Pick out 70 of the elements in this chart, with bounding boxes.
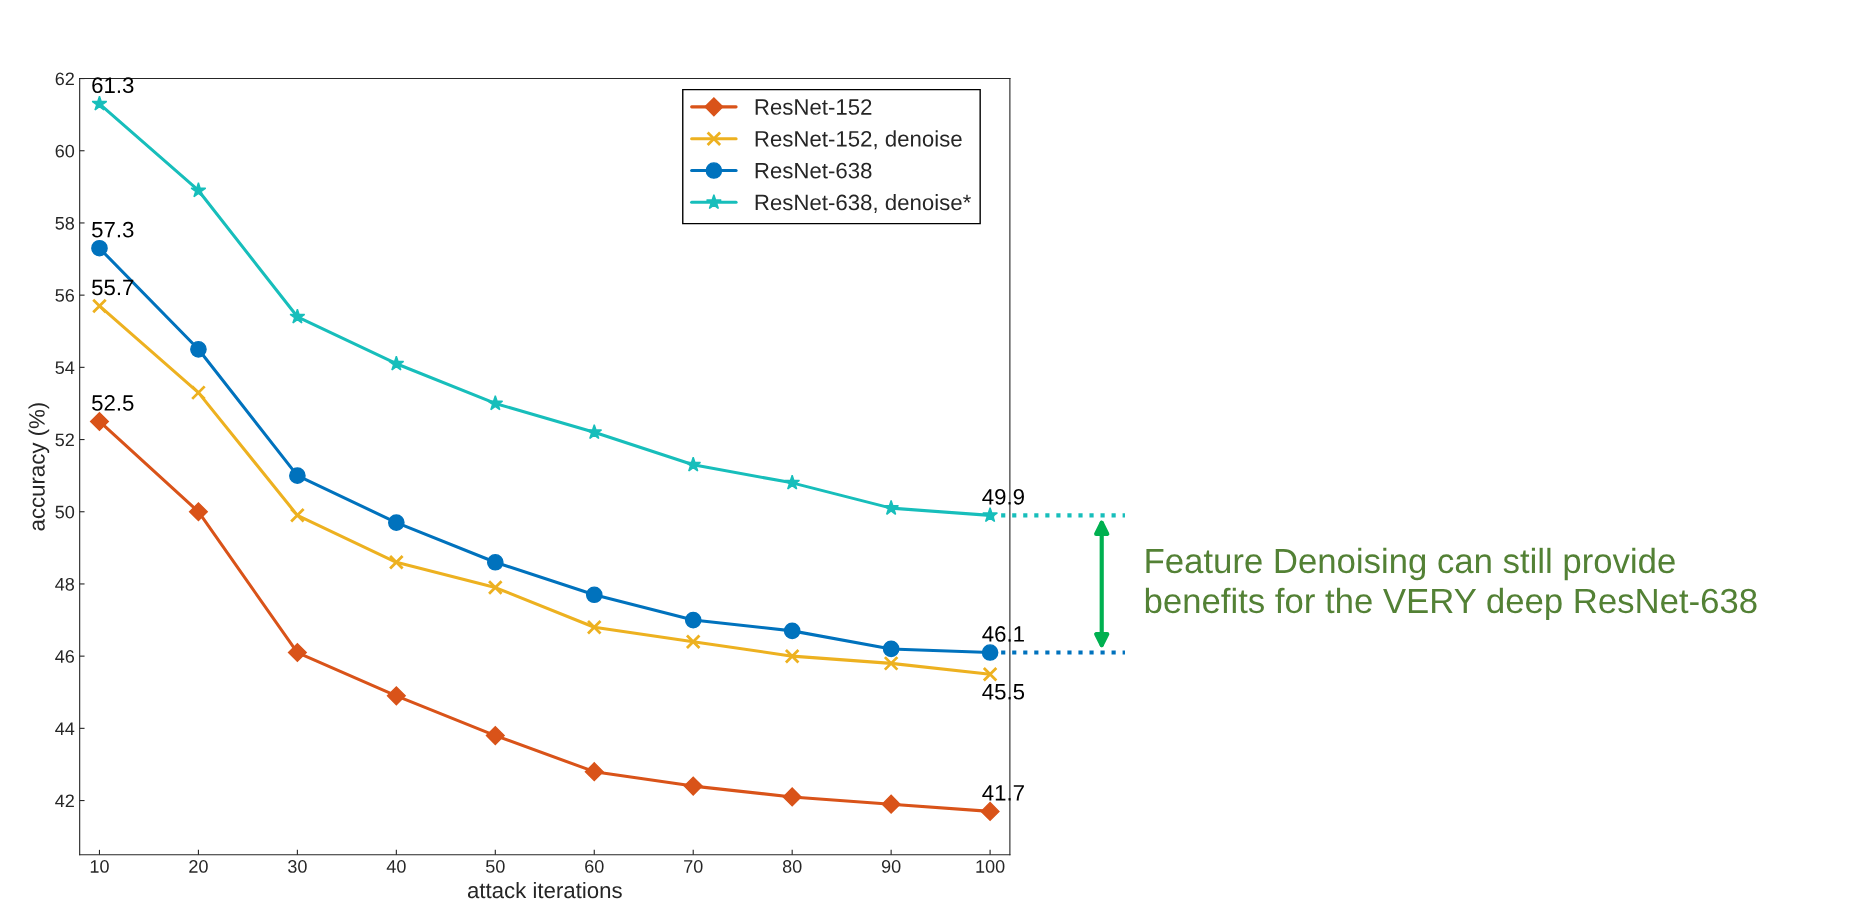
- y-tick-label: 52: [55, 433, 74, 447]
- legend-label: ResNet-638, denoise*: [755, 194, 971, 213]
- point: [289, 308, 306, 324]
- y-tick-label: 42: [55, 794, 74, 808]
- y-axis-title: accuracy (%): [28, 403, 50, 531]
- point: [289, 467, 306, 484]
- y-tick-label: 44: [55, 722, 75, 735]
- legend-label: ResNet-638: [755, 162, 872, 179]
- data-label: 55.7: [92, 279, 134, 296]
- point: [386, 686, 406, 706]
- legend-label: ResNet-152, denoise: [755, 130, 962, 150]
- x-tick-label: 50: [485, 860, 505, 873]
- x-axis-title: attack iterations: [467, 881, 622, 899]
- point: [486, 553, 504, 571]
- point: [685, 634, 701, 650]
- point: [685, 456, 702, 472]
- x-tick-label: 100: [976, 860, 1005, 873]
- data-label: 61.3: [92, 77, 134, 94]
- point: [586, 619, 602, 635]
- legend-label: ResNet-152: [755, 99, 872, 115]
- point: [91, 239, 108, 257]
- y-tick-label: 54: [55, 361, 75, 375]
- point: [487, 579, 503, 596]
- point: [91, 298, 108, 314]
- y-tick-label: 56: [55, 289, 75, 302]
- point: [388, 355, 405, 371]
- point: [882, 640, 900, 658]
- point: [289, 507, 306, 523]
- x-tick-label: 20: [189, 860, 208, 873]
- point: [190, 340, 207, 358]
- point: [784, 648, 800, 664]
- data-label: 57.3: [92, 221, 134, 238]
- point: [388, 514, 405, 531]
- point: [388, 554, 404, 570]
- x-tick-label: 30: [288, 860, 307, 873]
- point: [287, 643, 307, 663]
- y-tick-label: 62: [55, 72, 74, 86]
- point: [89, 411, 110, 432]
- x-tick-label: 80: [782, 860, 802, 873]
- point: [684, 611, 702, 629]
- point: [586, 423, 603, 440]
- point: [883, 499, 900, 516]
- x-tick-label: 90: [881, 860, 901, 873]
- y-tick-label: 50: [55, 505, 75, 519]
- point: [784, 474, 801, 490]
- point: [783, 622, 801, 640]
- x-tick-label: 40: [386, 860, 406, 873]
- point: [485, 726, 505, 746]
- x-tick-label: 10: [90, 860, 109, 873]
- point: [881, 794, 901, 814]
- point: [883, 655, 899, 672]
- data-label: 52.5: [92, 395, 134, 411]
- point: [982, 666, 998, 682]
- y-tick-label: 60: [55, 144, 75, 158]
- point: [584, 762, 604, 782]
- point: [683, 776, 703, 796]
- point: [585, 586, 603, 604]
- y-tick-label: 46: [55, 650, 75, 663]
- annotation: Feature Denoising can still provide benefits for the VERY deep ResNet-638: [1145, 547, 1757, 621]
- point: [487, 395, 504, 411]
- y-tick-label: 58: [55, 216, 75, 230]
- point: [190, 182, 207, 198]
- point: [980, 801, 1000, 821]
- x-tick-label: 70: [684, 860, 703, 873]
- point: [91, 95, 108, 111]
- point: [782, 787, 802, 807]
- x-tick-label: 60: [585, 860, 604, 873]
- y-tick-label: 48: [55, 577, 75, 591]
- point: [190, 384, 207, 401]
- point: [188, 502, 208, 522]
